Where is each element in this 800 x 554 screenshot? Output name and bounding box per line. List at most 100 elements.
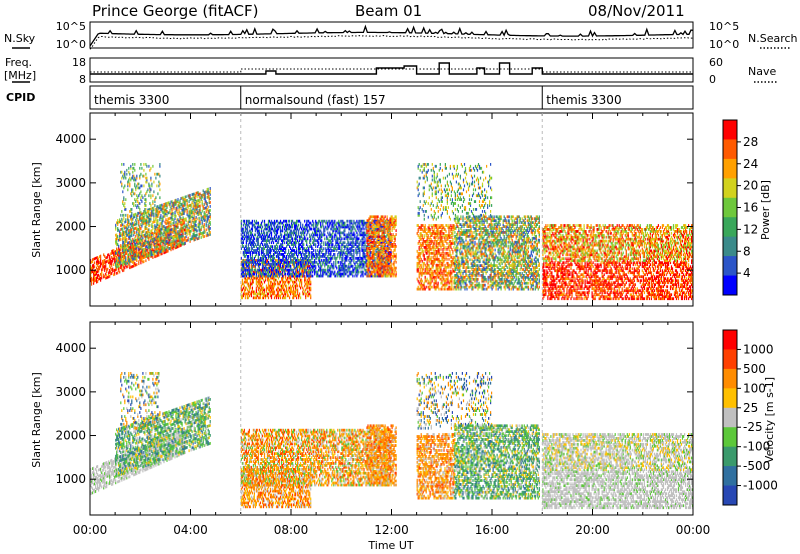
echo-cell: [315, 243, 316, 246]
echo-cell: [145, 208, 146, 211]
echo-cell: [312, 275, 313, 278]
echo-cell: [289, 296, 290, 299]
echo-cell: [167, 244, 168, 247]
echo-cell: [199, 217, 200, 220]
echo-cell: [125, 256, 126, 259]
echo-cell: [154, 238, 155, 241]
echo-cell: [254, 237, 255, 240]
echo-cell: [148, 165, 149, 168]
cpid-label: CPID: [6, 91, 35, 104]
echo-cell: [358, 237, 359, 240]
echo-cell: [160, 204, 161, 207]
echo-cell: [124, 266, 125, 269]
echo-cell: [180, 244, 181, 247]
noise-panel: N.Sky 10^5 10^0 10^5 10^0 N.Search: [4, 20, 798, 51]
echo-cell: [274, 291, 275, 294]
echo-cell: [156, 210, 157, 213]
echo-cell: [152, 256, 153, 259]
echo-cell: [153, 207, 154, 210]
echo-cell: [159, 188, 160, 191]
echo-cell: [145, 259, 146, 262]
echo-cell: [271, 273, 272, 276]
echo-cell: [132, 188, 133, 191]
echo-cell: [321, 232, 322, 235]
echo-cell: [179, 230, 180, 233]
echo-cell: [149, 224, 150, 227]
echo-cell: [364, 237, 365, 240]
echo-cell: [94, 261, 95, 264]
echo-cell: [321, 265, 322, 268]
echo-cell: [158, 254, 159, 257]
echo-cell: [175, 215, 176, 218]
echo-cell: [352, 275, 353, 278]
echo-cell: [310, 287, 311, 290]
echo-cell: [143, 185, 144, 188]
noise-right-tick-bottom: 10^0: [709, 38, 739, 51]
echo-cell: [207, 202, 208, 205]
echo-cell: [360, 257, 361, 260]
echo-cell: [160, 214, 161, 217]
echo-cell: [150, 194, 151, 197]
echo-cell: [196, 220, 197, 223]
echo-cell: [210, 213, 211, 216]
echo-cell: [249, 226, 250, 229]
echo-cell: [134, 163, 135, 166]
echo-cell: [156, 185, 157, 188]
echo-cell: [204, 235, 205, 238]
echo-cell: [297, 285, 298, 288]
echo-cell: [249, 247, 250, 250]
echo-cell: [264, 232, 265, 235]
echo-cell: [340, 261, 341, 264]
echo-cell: [147, 188, 148, 191]
cpid-mode-label: themis 3300: [546, 93, 621, 107]
echo-cell: [138, 183, 139, 186]
echo-cell: [151, 183, 152, 186]
echo-cell: [307, 267, 308, 270]
echo-cell: [148, 210, 149, 213]
echo-cell: [152, 210, 153, 213]
echo-cell: [160, 242, 161, 245]
nave-right-tick-top: 60: [709, 56, 723, 69]
echo-cell: [157, 241, 158, 244]
echo-cell: [159, 245, 160, 248]
echo-cell: [152, 194, 153, 197]
echo-cell: [260, 234, 261, 237]
echo-cell: [272, 245, 273, 248]
echo-cell: [303, 243, 304, 246]
echo-cell: [180, 235, 181, 238]
echo-cell: [260, 224, 261, 227]
echo-cell: [242, 279, 243, 282]
echo-cell: [264, 220, 265, 223]
echo-cell: [292, 237, 293, 240]
echo-cell: [109, 275, 110, 278]
echo-cell: [280, 237, 281, 240]
echo-cell: [196, 224, 197, 227]
echo-cell: [145, 198, 146, 201]
echo-cell: [160, 222, 161, 225]
echo-cell: [143, 163, 144, 166]
echo-cell: [315, 249, 316, 252]
echo-cell: [288, 249, 289, 252]
echo-cell: [171, 240, 172, 243]
echo-cell: [200, 229, 201, 232]
echo-cell: [153, 190, 154, 193]
echo-cell: [321, 255, 322, 258]
echo-cell: [124, 171, 125, 174]
echo-cell: [334, 253, 335, 256]
echo-cell: [204, 223, 205, 226]
nave-label: Nave: [748, 65, 776, 78]
echo-cell: [175, 245, 176, 248]
echo-cell: [186, 195, 187, 198]
echo-cell: [260, 263, 261, 266]
echo-cell: [163, 235, 164, 238]
echo-cell: [360, 234, 361, 237]
echo-cell: [143, 260, 144, 263]
echo-cell: [166, 214, 167, 217]
echo-cell: [286, 285, 287, 288]
echo-cell: [129, 173, 130, 176]
echo-cell: [160, 250, 161, 253]
echo-cell: [301, 259, 302, 262]
echo-cell: [119, 218, 120, 221]
echo-cell: [125, 208, 126, 211]
